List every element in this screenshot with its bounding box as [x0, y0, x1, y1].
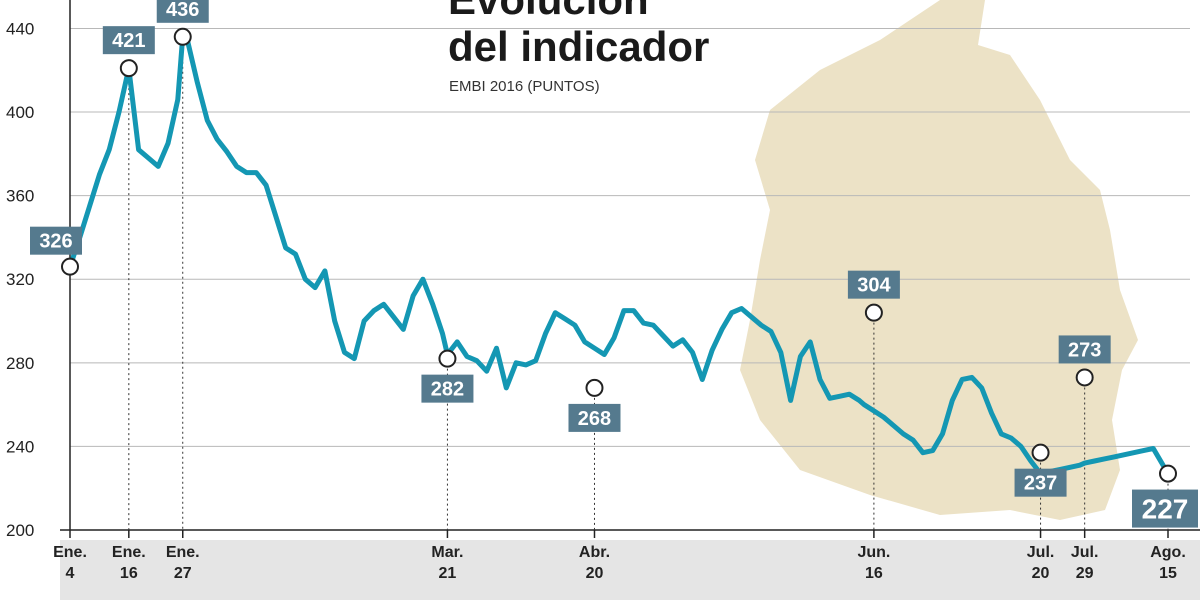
annotation-marker	[119, 59, 138, 78]
annotation-marker	[1159, 464, 1177, 483]
y-tick-label: 200	[6, 521, 34, 540]
annotation-label: 436	[166, 0, 199, 21]
annotation-marker	[1075, 368, 1094, 387]
annotation-drop-lines	[128, 36, 1169, 530]
annotation-label: 273	[1068, 339, 1101, 361]
title-block: Evolución del indicador EMBI 2016 (PUNTO…	[448, 0, 709, 95]
y-tick-label: 360	[6, 187, 34, 206]
annotation-marker	[173, 27, 192, 46]
annotation-label-box	[102, 26, 155, 55]
annotation-label-box	[1014, 468, 1067, 497]
x-tick-label-month: Jul.	[1071, 544, 1099, 561]
chart-title-line1: Evolución	[448, 0, 649, 23]
annotation-label-box	[1058, 335, 1111, 364]
annotation-marker	[585, 378, 604, 397]
y-tick-labels: 200 240 280 320 360 400 440	[6, 19, 34, 540]
x-axis-band-rect	[60, 540, 1200, 600]
x-tick-label-day: 16	[865, 565, 883, 582]
annotation-label: 304	[857, 275, 891, 297]
annotation-marker	[61, 257, 79, 276]
x-tick-labels: Ene. 4 Ene. 16 Ene. 27 Mar. 21 Abr. 20 Jun. 16 Jul. 2…	[53, 530, 1186, 582]
annotation-label: 421	[112, 30, 145, 52]
y-tick-label: 320	[6, 270, 34, 289]
x-tick-label-day: 4	[66, 565, 75, 582]
x-tick-label-month: Mar.	[431, 544, 463, 561]
annotation-label: 282	[431, 379, 464, 401]
x-tick-label-month: Ene.	[53, 544, 87, 561]
x-tick-label-day: 27	[174, 565, 192, 582]
annotation-label: 268	[578, 408, 611, 430]
chart-subtitle: EMBI 2016 (PUNTOS)	[449, 78, 600, 95]
x-axis-band	[60, 529, 1200, 600]
x-tick-label-day: 20	[1032, 565, 1050, 582]
x-tick-label-day: 29	[1076, 565, 1094, 582]
x-tick-label-month: Jul.	[1027, 544, 1055, 561]
x-tick-label-day: 16	[120, 565, 138, 582]
annotation-label-box	[156, 0, 209, 23]
annotation-marker	[1031, 443, 1050, 462]
annotation-marker	[864, 303, 883, 322]
annotation-marker	[438, 349, 457, 368]
x-tick-label-month: Ago.	[1150, 544, 1186, 561]
y-tick-label: 440	[6, 19, 34, 38]
colombia-map-silhouette	[740, 0, 1138, 520]
annotation-layer: 326 421 436 282 268 304 237 273 227	[30, 0, 1198, 528]
annotation-label: 326	[39, 231, 72, 253]
y-tick-label: 400	[6, 103, 34, 122]
annotation-label-box	[568, 403, 621, 432]
x-tick-label-month: Ene.	[112, 544, 146, 561]
annotation-label-box	[847, 270, 900, 299]
x-tick-label-day: 20	[586, 565, 604, 582]
chart-title-line2: del indicador	[448, 23, 709, 70]
annotation-label-box	[1132, 489, 1198, 528]
series-line-layer	[67, 34, 1171, 477]
x-tick-label-month: Jun.	[857, 544, 890, 561]
x-tick-label-day: 21	[439, 565, 457, 582]
y-tick-label: 280	[6, 354, 34, 373]
annotation-label-box	[421, 374, 474, 403]
annotation-label: 227	[1142, 494, 1189, 525]
x-tick-label-day: 15	[1159, 565, 1177, 582]
annotation-label-box	[30, 226, 82, 255]
y-tick-label: 240	[6, 437, 34, 456]
x-tick-label-month: Abr.	[579, 544, 610, 561]
annotation-label: 237	[1024, 473, 1057, 495]
x-tick-label-month: Ene.	[166, 544, 200, 561]
grid-layer	[69, 0, 1190, 530]
series-line	[67, 34, 1171, 477]
